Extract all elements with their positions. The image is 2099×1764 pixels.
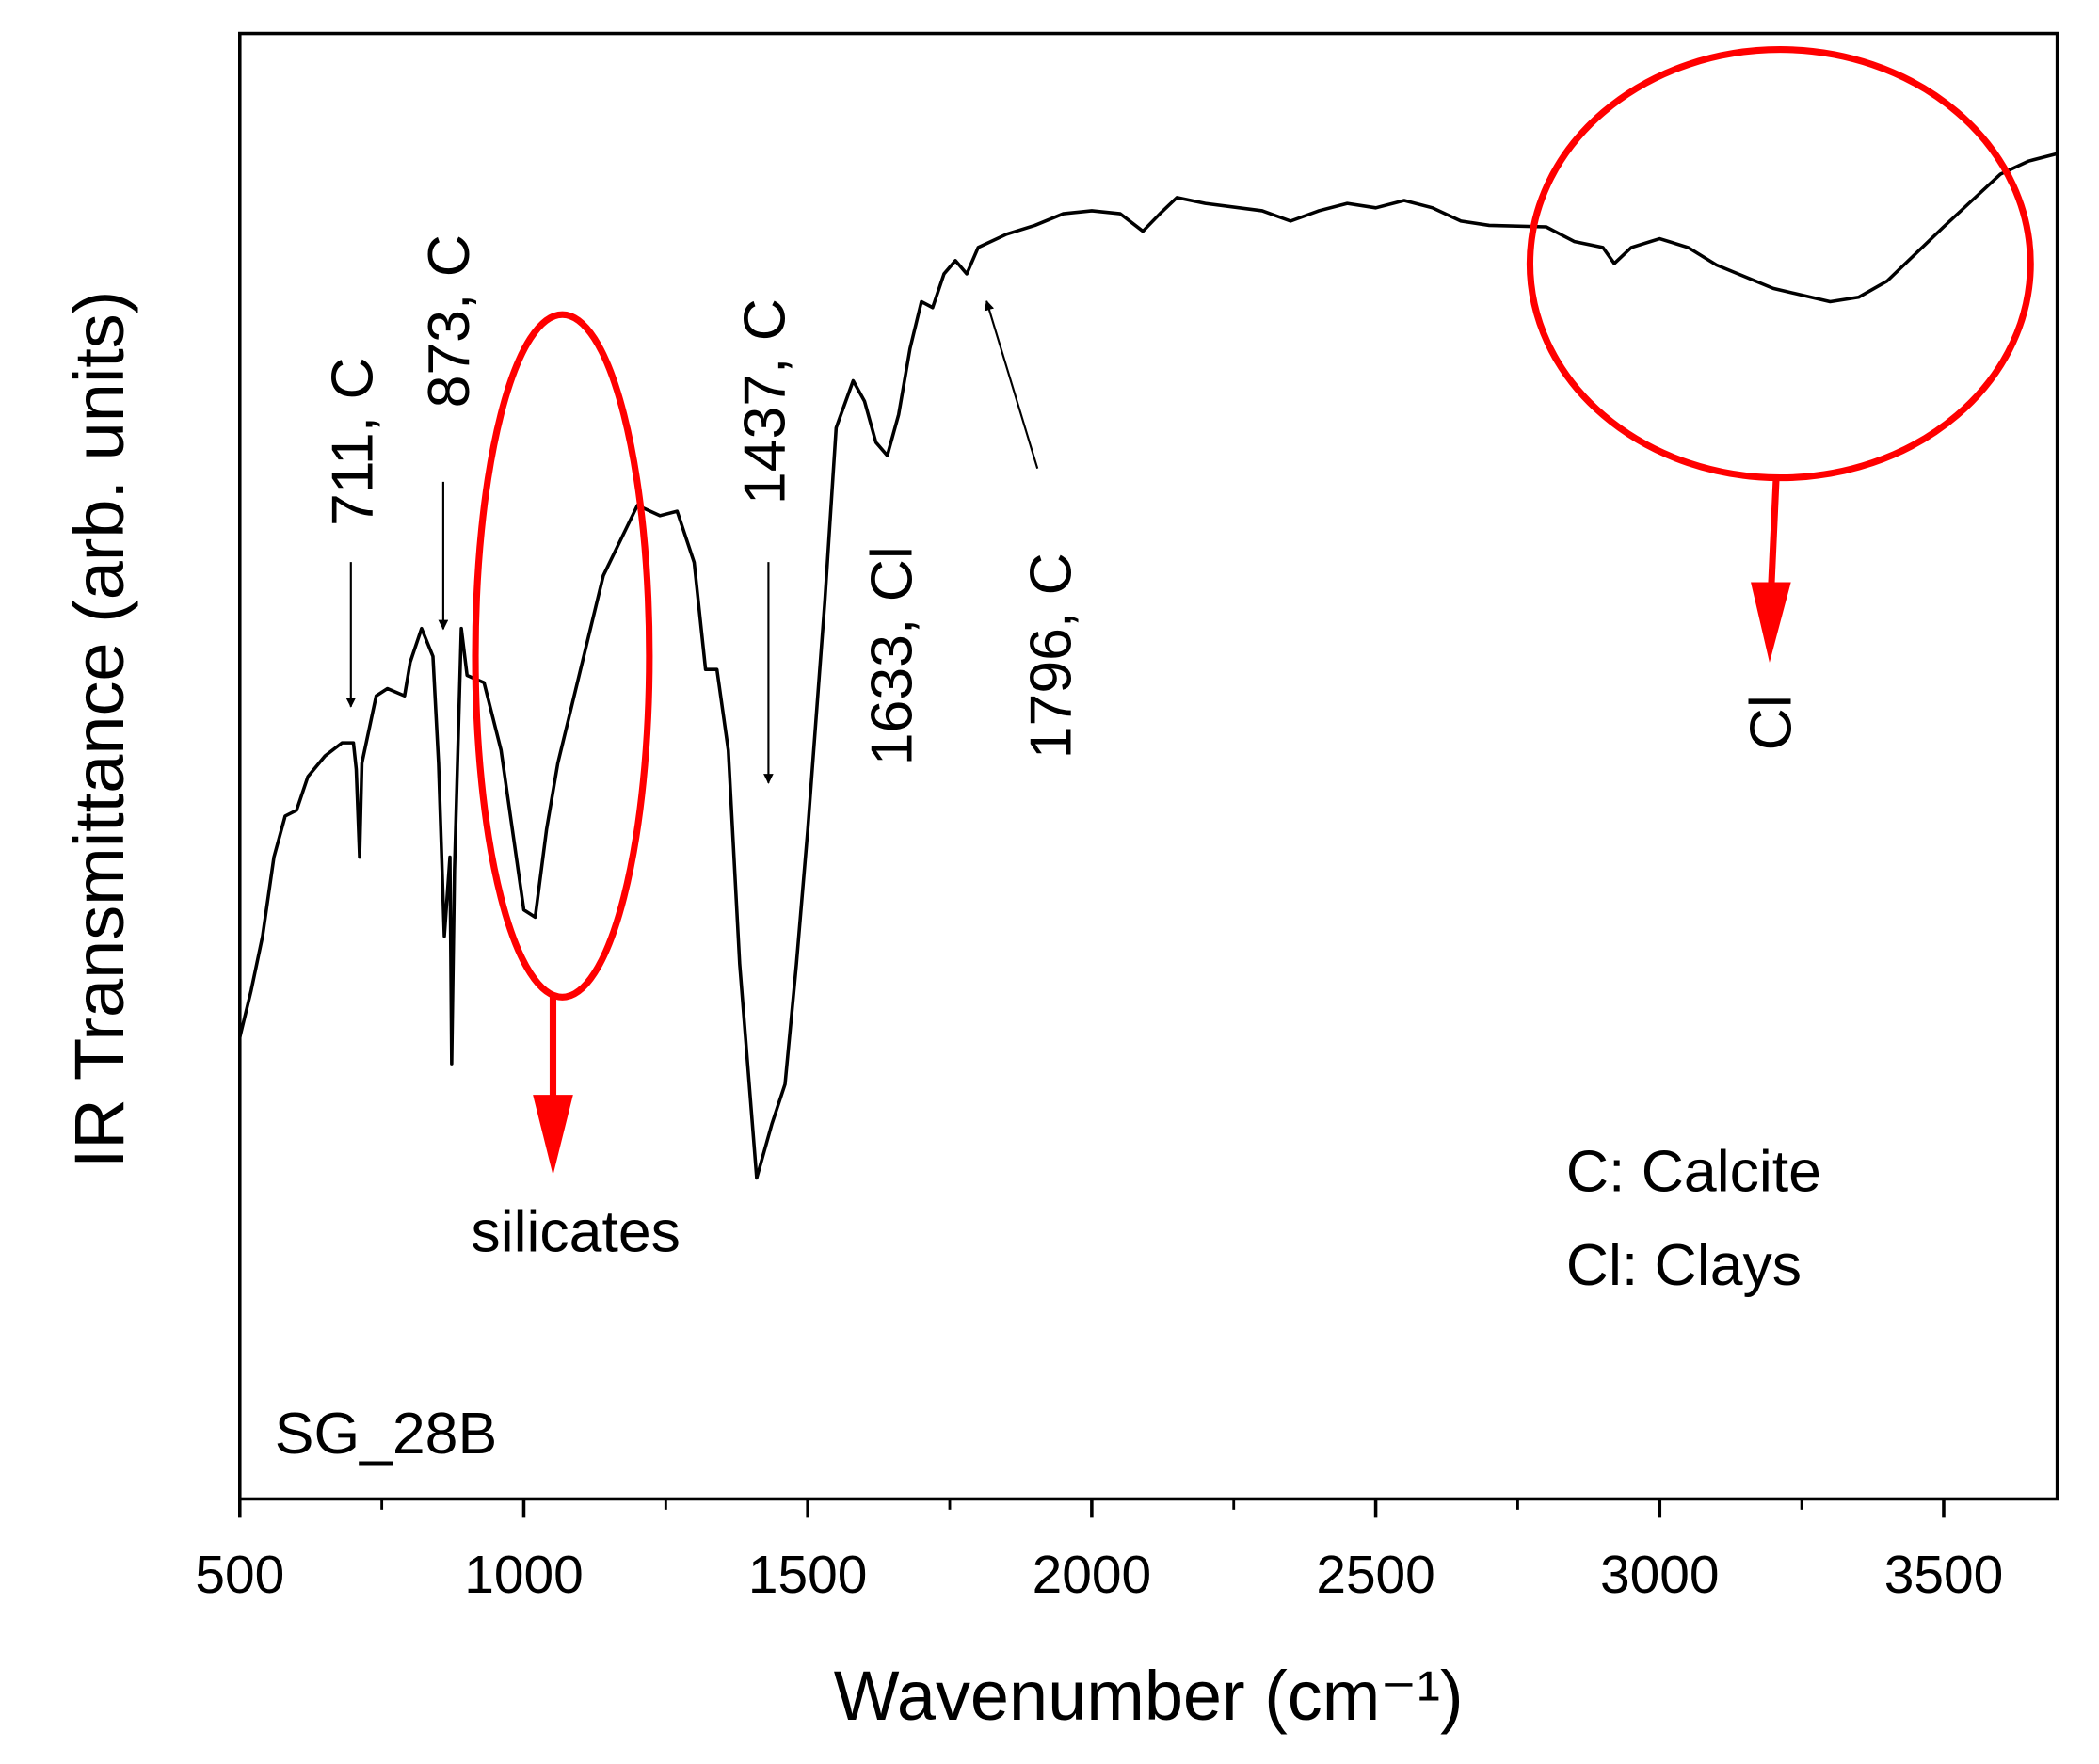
y-axis-label: IR Transmittance (arb. units) bbox=[60, 291, 138, 1169]
x-tick-label: 500 bbox=[195, 1546, 284, 1605]
legend-note: Cl: Clays bbox=[1566, 1232, 1802, 1298]
highlights bbox=[472, 46, 2034, 1112]
series-label: SG_28B bbox=[275, 1401, 497, 1467]
spectrum-line bbox=[238, 152, 2059, 1180]
legend-note: C: Calcite bbox=[1566, 1138, 1821, 1204]
annotation: 1633, Cl bbox=[859, 546, 925, 765]
red-arrowhead bbox=[1751, 582, 1791, 663]
arrows bbox=[345, 299, 1039, 784]
annotation: 711, C bbox=[320, 357, 386, 526]
annotation: 873, C bbox=[416, 234, 482, 408]
red-arrowhead bbox=[533, 1095, 573, 1176]
x-tick-label: 1500 bbox=[748, 1546, 868, 1605]
x-axis-label: Wavenumber (cm⁻¹) bbox=[834, 1657, 1464, 1735]
plot-frame bbox=[238, 31, 2059, 1501]
x-tick-label: 3000 bbox=[1600, 1546, 1719, 1605]
annotation: 1437, C bbox=[731, 298, 797, 505]
arrow bbox=[984, 299, 1039, 469]
x-tick-label: 3500 bbox=[1884, 1546, 2004, 1605]
x-tick-label: 2500 bbox=[1316, 1546, 1435, 1605]
highlight-ellipse bbox=[1526, 46, 2034, 482]
x-tick-label: 1000 bbox=[464, 1546, 583, 1605]
plot-area bbox=[238, 152, 2059, 1180]
x-tick-label: 2000 bbox=[1033, 1546, 1152, 1605]
highlight-ellipse bbox=[472, 311, 653, 1001]
annotation: 1796, C bbox=[1018, 553, 1084, 759]
annotation: silicates bbox=[471, 1198, 680, 1264]
annotation: Cl bbox=[1738, 695, 1804, 750]
red-arrow bbox=[1767, 477, 1780, 596]
